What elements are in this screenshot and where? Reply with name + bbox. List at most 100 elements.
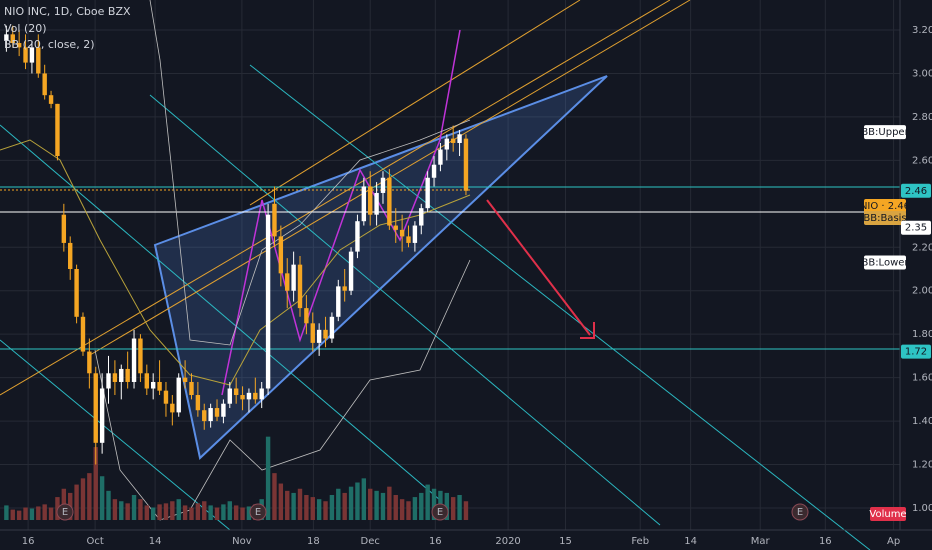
x-tick-label: Oct xyxy=(86,536,103,547)
indicator-label: BB (20, close, 2) xyxy=(4,38,95,51)
volume-bar xyxy=(80,478,86,520)
y-tick-label: 2.00 xyxy=(912,286,932,297)
x-tick-label: Feb xyxy=(631,536,649,547)
earnings-marker-label: E xyxy=(62,507,68,518)
candle-body xyxy=(36,47,41,74)
volume-bar xyxy=(246,506,252,520)
volume-bar xyxy=(106,490,111,520)
x-tick-label: 14 xyxy=(684,536,697,547)
volume-bar xyxy=(99,476,105,520)
x-tick-label: Ap xyxy=(887,536,900,547)
volume-bar xyxy=(406,501,411,520)
candle-body xyxy=(125,368,130,382)
candle-body xyxy=(202,410,207,422)
candle-body xyxy=(419,208,424,226)
candle-body xyxy=(16,43,22,48)
candle-body xyxy=(195,395,201,411)
volume-bar xyxy=(329,495,335,520)
channel-line xyxy=(249,64,871,550)
candle-body xyxy=(144,373,150,389)
volume-bar xyxy=(87,473,92,520)
candle-body xyxy=(10,34,15,44)
volume-bar xyxy=(214,507,220,520)
channel-line xyxy=(149,94,661,526)
volume-bar xyxy=(16,510,22,520)
volume-bar xyxy=(150,507,156,520)
volume-bar xyxy=(278,483,284,520)
volume-tag xyxy=(870,507,906,521)
y-tick-label: 1.60 xyxy=(912,373,932,384)
price-label-box xyxy=(901,220,931,235)
price-label: 2.46 xyxy=(905,186,927,197)
volume-bar xyxy=(304,495,309,520)
price-label-box xyxy=(864,255,906,270)
volume-bar xyxy=(144,505,150,520)
candle-body xyxy=(55,103,60,157)
x-tick-label: 14 xyxy=(149,536,162,547)
x-tick-label: 16 xyxy=(819,536,832,547)
candle-body xyxy=(310,323,315,343)
candle-body xyxy=(412,225,418,243)
channel-line xyxy=(249,0,581,206)
candle-body xyxy=(221,403,226,417)
x-tick-label: Dec xyxy=(361,536,380,547)
indicator-label: Vol (20) xyxy=(4,22,47,35)
y-tick-label: 3.00 xyxy=(912,68,932,79)
y-tick-label: 3.20 xyxy=(912,25,932,36)
volume-bar xyxy=(221,504,226,520)
candle-body xyxy=(68,242,73,269)
candle-body xyxy=(374,192,379,215)
volume-bar xyxy=(208,505,213,520)
candle-body xyxy=(99,388,105,443)
price-label-box xyxy=(901,183,931,198)
candle-body xyxy=(4,34,9,41)
candle-body xyxy=(259,388,264,400)
candle-body xyxy=(393,225,398,230)
volume-bar xyxy=(240,507,245,520)
bb-upper xyxy=(149,0,471,346)
volume-bar xyxy=(342,492,347,520)
price-label: 2.35 xyxy=(905,223,927,234)
volume-bar xyxy=(176,499,181,520)
volume-bar xyxy=(29,508,35,520)
candle-body xyxy=(87,351,92,374)
volume-bar xyxy=(457,495,462,520)
volume-bars xyxy=(4,436,469,520)
candle-body xyxy=(291,264,296,291)
candle-body xyxy=(93,373,98,443)
channel-line xyxy=(0,0,671,396)
volume-bar xyxy=(431,488,437,520)
candle-body xyxy=(425,177,430,209)
candle-body xyxy=(80,316,86,352)
volume-bar xyxy=(368,488,373,520)
volume-bar xyxy=(10,509,15,520)
candle-body xyxy=(61,214,67,243)
candle-body xyxy=(323,329,328,339)
candle-body xyxy=(112,373,118,382)
x-tick-label: 16 xyxy=(22,536,35,547)
candle-body xyxy=(163,390,169,404)
volume-bar xyxy=(265,436,271,520)
channel-line xyxy=(0,339,231,531)
volume-bar xyxy=(348,486,354,520)
earnings-marker xyxy=(56,503,74,521)
price-label: BB:Basis xyxy=(863,213,906,224)
volume-bar xyxy=(444,492,450,520)
candles xyxy=(4,25,469,465)
candle-body xyxy=(48,95,54,104)
y-tick-label: 1.40 xyxy=(912,416,932,427)
candle-body xyxy=(278,236,284,274)
volume-bar xyxy=(42,504,47,520)
candle-body xyxy=(355,221,360,252)
candle-body xyxy=(316,329,322,343)
candle-body xyxy=(304,308,309,324)
candle-body xyxy=(272,203,277,237)
volume-bar xyxy=(393,495,398,520)
volume-bar xyxy=(112,499,118,520)
candle-body xyxy=(348,251,354,291)
volume-bar xyxy=(412,497,418,520)
volume-bar xyxy=(93,447,98,520)
volume-bar xyxy=(355,482,360,520)
x-tick-label: 15 xyxy=(559,536,572,547)
